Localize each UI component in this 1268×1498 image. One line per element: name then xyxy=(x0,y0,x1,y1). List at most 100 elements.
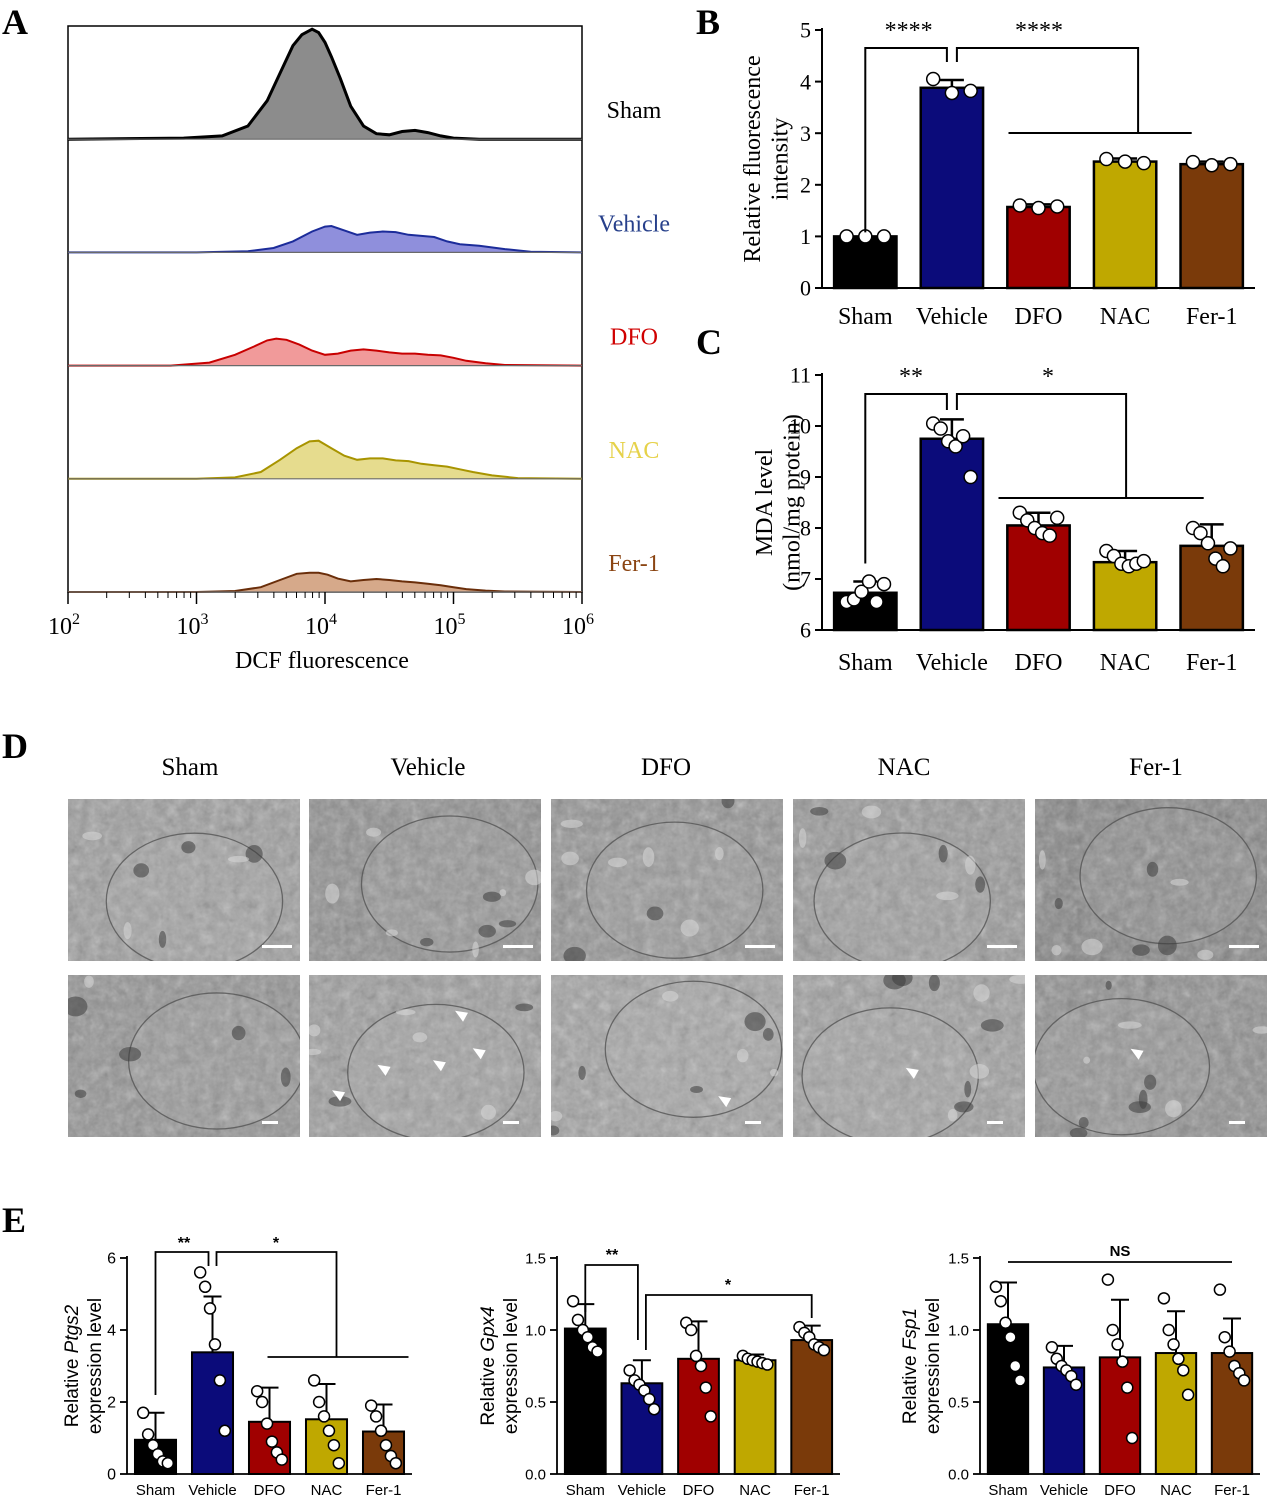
data-point xyxy=(198,1280,212,1294)
bar-fer-1 xyxy=(790,1339,834,1475)
organelle xyxy=(560,819,583,828)
x-category-label: Fer-1 xyxy=(794,1482,830,1498)
data-point xyxy=(1223,1345,1236,1358)
organelle xyxy=(385,929,398,937)
organelle xyxy=(181,841,196,854)
organelle xyxy=(965,855,976,875)
significance-bracket xyxy=(154,1251,210,1395)
organelle xyxy=(412,1032,428,1043)
x-category-label: NAC xyxy=(311,1482,343,1498)
x-category-label: Fer-1 xyxy=(1214,1482,1250,1498)
bar-nac xyxy=(733,1359,777,1475)
organelle xyxy=(975,876,986,893)
significance-stars: ** xyxy=(178,1235,191,1252)
y-tick-label: 9 xyxy=(800,465,811,490)
histogram-legend-dfo: DFO xyxy=(610,325,658,351)
data-point xyxy=(817,1343,831,1357)
organelle xyxy=(133,863,150,878)
y-tick-label: 2 xyxy=(107,1395,116,1412)
significance-stars: ** xyxy=(899,364,923,390)
significance-bracket xyxy=(955,393,1128,498)
histogram-area-vehicle xyxy=(68,226,582,253)
histogram-panel-a: Sham Vehicle DFO NAC Fer-1 102 103 104 105 106 D… xyxy=(48,25,670,674)
organelle xyxy=(1252,1026,1267,1034)
y-tick-label: 1 xyxy=(800,224,811,249)
data-point xyxy=(369,1410,383,1423)
data-point xyxy=(1223,156,1238,172)
organelle xyxy=(680,919,699,937)
x-category-label: NAC xyxy=(1160,1482,1192,1498)
em-micrograph xyxy=(309,975,541,1137)
bar-dfo xyxy=(247,1420,292,1476)
histogram-area-nac xyxy=(68,440,582,479)
organelle xyxy=(642,847,655,867)
em-grain xyxy=(793,975,1025,1137)
organelle xyxy=(478,924,496,938)
bar-sham xyxy=(832,235,898,290)
arrowhead-marker xyxy=(455,1010,469,1022)
nucleus-outline xyxy=(347,1003,525,1137)
organelle xyxy=(608,857,628,868)
bar-chart-panel-b: 0 1 2 3 4 5 Sham Vehicle DFO NAC Fer-1 **** **** Rela… xyxy=(740,18,1255,330)
organelle xyxy=(68,996,88,1017)
organelle xyxy=(228,855,250,863)
data-point xyxy=(591,1345,604,1358)
organelle xyxy=(309,1048,322,1056)
organelle xyxy=(1069,1127,1088,1137)
organelle xyxy=(515,1003,534,1012)
x-tick-label: 105 xyxy=(434,611,466,640)
organelle xyxy=(938,844,948,863)
nucleus-outline xyxy=(813,832,991,961)
organelle xyxy=(954,1101,974,1113)
data-point xyxy=(861,574,877,589)
data-point xyxy=(1009,1359,1022,1373)
organelle xyxy=(74,1089,87,1098)
scale-bar xyxy=(745,945,775,948)
x-category-label: Vehicle xyxy=(1040,1482,1088,1498)
organelle xyxy=(328,1096,352,1107)
x-category-label: Vehicle xyxy=(188,1482,236,1498)
organelle xyxy=(1083,1056,1091,1064)
organelle xyxy=(578,1065,586,1080)
data-point xyxy=(1167,1338,1180,1351)
data-point xyxy=(1218,1330,1231,1344)
organelle xyxy=(810,806,829,816)
data-point xyxy=(307,1374,321,1387)
x-category-label: DFO xyxy=(1014,304,1062,330)
y-tick-label: 0 xyxy=(107,1467,116,1484)
data-point xyxy=(364,1399,378,1412)
arrowhead-marker xyxy=(1130,1048,1144,1060)
scale-bar xyxy=(262,945,292,948)
histogram-curve-fer-1 xyxy=(68,571,583,593)
organelle xyxy=(1051,944,1062,956)
data-point xyxy=(1004,1330,1017,1344)
bar-vehicle xyxy=(919,86,985,290)
histogram-legend-sham: Sham xyxy=(607,98,662,124)
bar-nac xyxy=(1154,1352,1198,1476)
histogram-legend-nac: NAC xyxy=(609,438,660,464)
em-micrograph xyxy=(1035,799,1267,961)
y-tick-label: 1.5 xyxy=(525,1250,546,1267)
panel-label-b: B xyxy=(696,2,720,42)
data-point xyxy=(955,428,971,444)
x-tick-label: 104 xyxy=(305,611,337,640)
data-point xyxy=(213,1374,227,1387)
x-category-label: Fer-1 xyxy=(1186,650,1238,676)
data-point xyxy=(1136,155,1152,171)
data-point xyxy=(963,83,978,99)
data-point xyxy=(1193,525,1208,541)
significance-stars: * xyxy=(273,1235,280,1252)
x-category-label: NAC xyxy=(1100,304,1151,330)
x-category-label: Fer-1 xyxy=(366,1482,402,1498)
y-tick-label: 2 xyxy=(800,173,811,198)
scale-bar xyxy=(987,1121,1003,1124)
nucleus-outline xyxy=(128,992,300,1130)
data-point xyxy=(1049,199,1065,214)
significance-bracket xyxy=(864,47,948,233)
em-label-nac: NAC xyxy=(878,754,931,781)
organelle xyxy=(561,851,579,866)
significance-bracket xyxy=(864,393,948,564)
organelle xyxy=(84,975,94,988)
